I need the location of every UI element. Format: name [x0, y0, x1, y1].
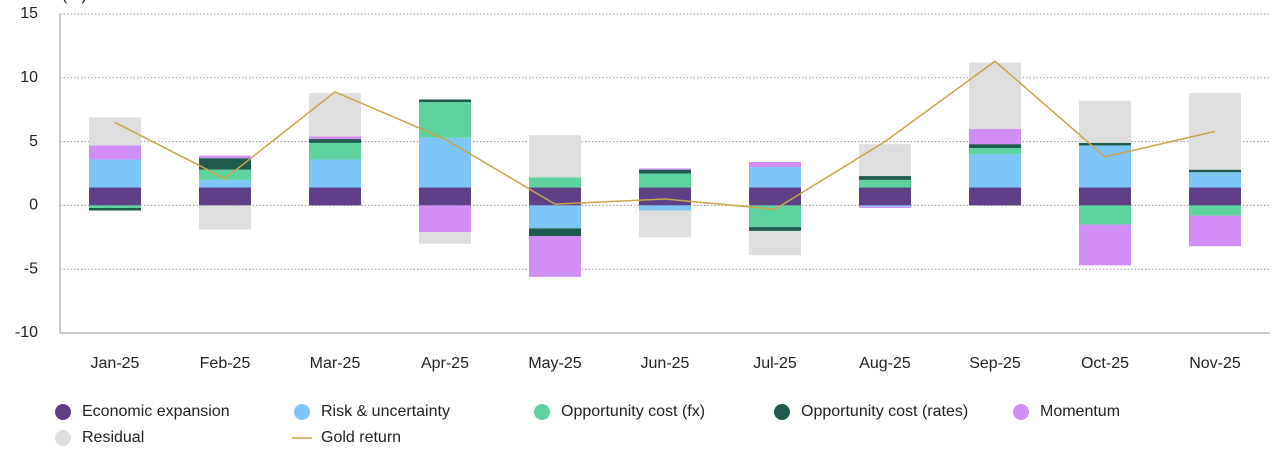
bar-segment	[529, 228, 581, 237]
y-tick-label: -10	[15, 324, 38, 341]
bar-segment	[309, 93, 361, 137]
bar-segment	[89, 207, 141, 211]
bar-segment	[529, 187, 581, 206]
bar-segment	[749, 162, 801, 168]
y-tick-label: 0	[29, 197, 38, 214]
x-tick-label: Sep-25	[969, 355, 1021, 372]
x-tick-label: Feb-25	[200, 355, 251, 372]
bar-segment	[859, 179, 911, 188]
bar-segment	[749, 187, 801, 206]
y-tick-label: 10	[20, 69, 38, 86]
bar-segment	[639, 169, 691, 174]
x-tick-label: Mar-25	[310, 355, 361, 372]
x-tick-label: Jun-25	[641, 355, 690, 372]
legend-label: Opportunity cost (fx)	[561, 403, 705, 420]
bar-segment	[1189, 205, 1241, 216]
bar-segment	[199, 205, 251, 230]
bar-segment	[859, 205, 911, 207]
bar-segment	[309, 187, 361, 206]
bar-segment	[749, 167, 801, 188]
bar-segment	[969, 144, 1021, 148]
bar-segment	[1189, 169, 1241, 173]
y-tick-label: 5	[29, 133, 38, 150]
bar-segment	[639, 187, 691, 206]
bar-segment	[1189, 187, 1241, 206]
bar-segment	[309, 142, 361, 160]
legend-label: Residual	[82, 429, 144, 446]
y-tick-label: 15	[20, 5, 38, 22]
bar-segment	[639, 210, 691, 238]
bar-segment	[199, 158, 251, 170]
bar-segment	[529, 205, 581, 229]
x-tick-label: Aug-25	[859, 355, 911, 372]
bar-segment	[419, 232, 471, 244]
bar-segment	[309, 159, 361, 188]
bar-segment	[1189, 172, 1241, 188]
legend-marker	[294, 404, 310, 420]
bar-segment	[1079, 142, 1131, 146]
bar-segment	[419, 137, 471, 188]
bar-segment	[859, 176, 911, 180]
x-tick-label: May-25	[528, 355, 581, 372]
legend-label: Opportunity cost (rates)	[801, 403, 968, 420]
bar-segment	[859, 206, 911, 208]
bar-segment	[199, 169, 251, 180]
bar-segment	[529, 236, 581, 277]
bar-segment	[969, 154, 1021, 188]
legend-label: Economic expansion	[82, 403, 230, 420]
bar-segment	[859, 144, 911, 177]
bar-segment	[419, 205, 471, 233]
bar-segment	[1079, 100, 1131, 143]
bar-segment	[89, 145, 141, 160]
bar-segment	[969, 62, 1021, 129]
bar-segment	[309, 136, 361, 140]
bar-segment	[1079, 205, 1131, 225]
bar-segment	[639, 205, 691, 211]
x-tick-label: Jan-25	[91, 355, 140, 372]
legend-marker	[1013, 404, 1029, 420]
bar-segment	[749, 205, 801, 228]
x-tick-label: Oct-25	[1081, 355, 1129, 372]
bar-segment	[529, 177, 581, 188]
legend-marker	[534, 404, 550, 420]
bar-segment	[749, 230, 801, 256]
bar-segment	[89, 159, 141, 188]
bar-segment	[969, 147, 1021, 155]
legend-label: Risk & uncertainty	[321, 403, 450, 420]
bar-segment	[419, 187, 471, 206]
bar-segment	[639, 173, 691, 188]
bar-segment	[89, 205, 141, 208]
bar-segment	[1189, 215, 1241, 247]
bar-segment	[199, 155, 251, 159]
bar-segment	[419, 99, 471, 103]
x-tick-label: Apr-25	[421, 355, 469, 372]
bar-segment	[969, 128, 1021, 145]
bar-segment	[1079, 187, 1131, 206]
bar-segment	[199, 187, 251, 206]
legend-marker	[55, 404, 71, 420]
bar-segment	[1079, 224, 1131, 266]
line-series	[114, 60, 1216, 210]
bar-segment	[1079, 145, 1131, 188]
bar-segment	[749, 227, 801, 231]
legend-label: Momentum	[1040, 403, 1120, 420]
y-tick-label: -5	[24, 260, 38, 277]
x-tick-label: Nov-25	[1189, 355, 1241, 372]
x-tick-label: Jul-25	[753, 355, 797, 372]
legend-marker	[774, 404, 790, 420]
bar-segment	[859, 187, 911, 206]
bar-segment	[969, 187, 1021, 206]
bar-segment	[89, 187, 141, 206]
legend-label: Gold return	[321, 429, 401, 446]
bar-segment	[309, 139, 361, 143]
bar-segment	[199, 179, 251, 188]
legend-marker	[55, 430, 71, 446]
bar-segment	[529, 135, 581, 178]
bar-segment	[419, 102, 471, 138]
bar-segment	[639, 168, 691, 170]
y-axis-label: (%)	[62, 0, 87, 4]
